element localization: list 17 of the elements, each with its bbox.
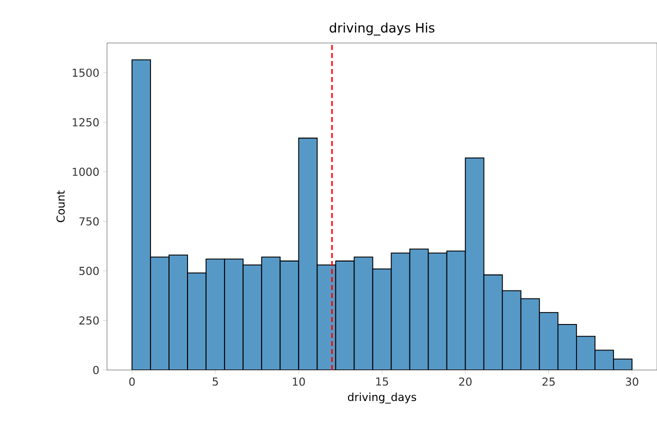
y-tick-label: 1000	[72, 168, 99, 176]
y-axis-title: Count	[56, 190, 65, 222]
x-tick-label: 15	[376, 378, 388, 386]
x-tick-label: 5	[212, 378, 218, 386]
y-tick-label: 500	[79, 266, 99, 276]
x-axis-title: driving_days	[348, 392, 416, 404]
x-tick-label: 0	[129, 378, 135, 386]
chart-title: driving_days His	[330, 22, 434, 36]
x-tick-label: 25	[542, 378, 555, 386]
y-tick-label: 250	[79, 316, 99, 325]
y-tick-label: 1250	[72, 118, 99, 126]
x-tick-label: 30	[626, 378, 638, 386]
y-tick-label: 1500	[72, 68, 99, 77]
x-tick-label: 10	[292, 378, 305, 386]
x-tick-label: 20	[459, 378, 472, 386]
y-tick-label: 750	[79, 217, 99, 226]
y-tick-label: 0	[93, 366, 99, 374]
